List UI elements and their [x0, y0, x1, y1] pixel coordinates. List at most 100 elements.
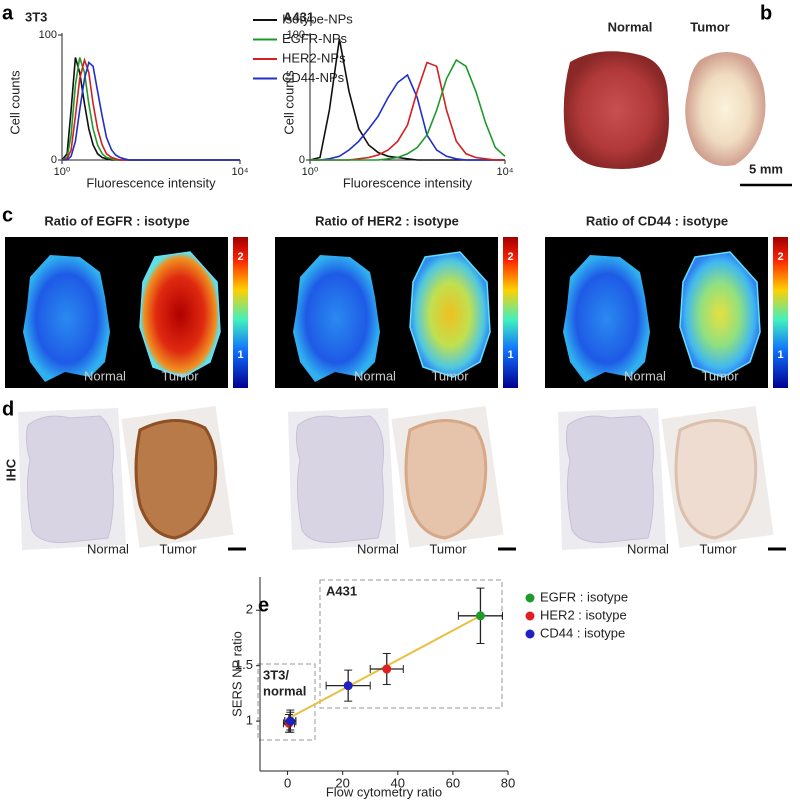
colorbar-label: 1 — [507, 349, 513, 361]
ihc-label: Normal — [87, 541, 129, 556]
ihc-label: Normal — [627, 541, 669, 556]
x-tick-label: 10⁴ — [497, 166, 514, 178]
annotation: A431 — [326, 583, 357, 598]
x-tick-label: 60 — [446, 775, 460, 790]
colorbar-label: 1 — [237, 349, 243, 361]
tissue-tumor — [674, 418, 758, 540]
y-axis-label: Cell counts — [7, 70, 22, 135]
histogram-line — [310, 73, 505, 161]
heatmap-label: Tumor — [701, 368, 739, 383]
heatmap-label: Tumor — [431, 368, 469, 383]
tissue-tumor — [134, 418, 218, 540]
x-tick-label: 80 — [501, 775, 515, 790]
heatmap: Normal Tumor 2 1 — [5, 237, 248, 388]
annotation: normal — [263, 683, 306, 698]
ihc-label: Tumor — [699, 541, 737, 556]
histogram-line — [310, 58, 506, 161]
chart-title: 3T3 — [25, 9, 47, 24]
ihc-panel: Normal Tumor — [18, 405, 246, 556]
panel-label: b — [760, 2, 772, 24]
y-tick-label: 1.5 — [235, 657, 253, 672]
histogram-line — [62, 61, 240, 161]
legend-swatch — [525, 593, 535, 603]
chart-title: A431 — [283, 9, 314, 24]
panel-label: e — [258, 594, 269, 616]
x-tick-label: 40 — [391, 775, 405, 790]
y-axis-label: Cell counts — [281, 70, 296, 135]
panel-label: a — [2, 2, 14, 24]
photo-label: Tumor — [690, 19, 729, 34]
legend-label: EGFR : isotype — [540, 589, 628, 604]
colorbar — [503, 237, 518, 388]
y-tick-label: 1 — [246, 713, 253, 728]
x-axis-label: Fluorescence intensity — [86, 175, 216, 190]
heatmap-title: Ratio of EGFR : isotype — [44, 213, 189, 228]
y-tick-label: 0 — [299, 154, 305, 166]
tissue-tumor — [685, 51, 766, 166]
legend-label: HER2-NPs — [282, 50, 346, 65]
heatmap: Normal Tumor 2 1 — [275, 237, 518, 388]
x-tick-label: 10⁰ — [54, 166, 71, 178]
legend-label: CD44 : isotype — [540, 625, 625, 640]
point — [382, 664, 392, 674]
tissue-normal — [563, 51, 669, 169]
colorbar — [773, 237, 788, 388]
panel-label: d — [2, 398, 14, 420]
histogram-line — [61, 57, 240, 161]
legend-swatch — [525, 629, 535, 639]
x-axis-label: Fluorescence intensity — [343, 175, 473, 190]
heatmap-normal — [293, 255, 380, 382]
heatmap-tumor — [679, 251, 761, 378]
colorbar-label: 2 — [237, 251, 243, 263]
legend-swatch — [525, 611, 535, 621]
heatmap-normal — [23, 255, 110, 382]
colorbar-label: 2 — [777, 251, 783, 263]
legend-label: CD44-NPs — [282, 70, 345, 85]
ihc-label: Tumor — [429, 541, 467, 556]
ihc-panel: Normal Tumor — [288, 405, 516, 556]
x-tick-label: 10⁴ — [232, 166, 249, 178]
colorbar — [233, 237, 248, 388]
tissue-normal — [565, 415, 654, 543]
annotation: 3T3/ — [263, 667, 289, 682]
ihc-panel: Normal Tumor — [558, 405, 786, 556]
photo-label: Normal — [608, 19, 653, 34]
legend-label: EGFR-NPs — [282, 31, 348, 46]
y-tick-label: 100 — [39, 29, 57, 41]
colorbar-label: 2 — [507, 251, 513, 263]
heatmap: Normal Tumor 2 1 — [545, 237, 788, 388]
panel-label: c — [2, 204, 13, 226]
tissue-tumor — [404, 418, 488, 540]
heatmap-title: Ratio of HER2 : isotype — [315, 213, 459, 228]
scale-bar-label: 5 mm — [749, 161, 783, 176]
heatmap-label: Tumor — [161, 368, 199, 383]
legend-label: HER2 : isotype — [540, 607, 627, 622]
annotation-box — [319, 579, 503, 709]
heatmap-tumor — [409, 251, 491, 378]
legend-label: Isotype-NPs — [282, 11, 353, 26]
heatmap-label: Normal — [84, 368, 126, 383]
row-label: IHC — [3, 458, 18, 481]
point — [343, 681, 353, 691]
x-axis-label: Flow cytometry ratio — [326, 784, 442, 799]
heatmap-title: Ratio of CD44 : isotype — [586, 213, 728, 228]
ihc-label: Normal — [357, 541, 399, 556]
tissue-normal — [295, 415, 384, 543]
x-tick-label: 10⁰ — [302, 166, 319, 178]
y-tick-label: 2 — [246, 602, 253, 617]
ihc-label: Tumor — [159, 541, 197, 556]
annotation-box — [257, 663, 316, 741]
heatmap-label: Normal — [624, 368, 666, 383]
y-axis-label: SERS NP ratio — [229, 631, 244, 717]
x-tick-label: 0 — [284, 775, 291, 790]
heatmap-tumor — [139, 251, 221, 378]
heatmap-normal — [563, 255, 650, 382]
y-tick-label: 0 — [51, 154, 57, 166]
point — [475, 611, 485, 621]
colorbar-label: 1 — [777, 349, 783, 361]
point — [285, 716, 295, 726]
heatmap-label: Normal — [354, 368, 396, 383]
x-tick-label: 20 — [335, 775, 349, 790]
y-tick-label: 100 — [287, 29, 305, 41]
